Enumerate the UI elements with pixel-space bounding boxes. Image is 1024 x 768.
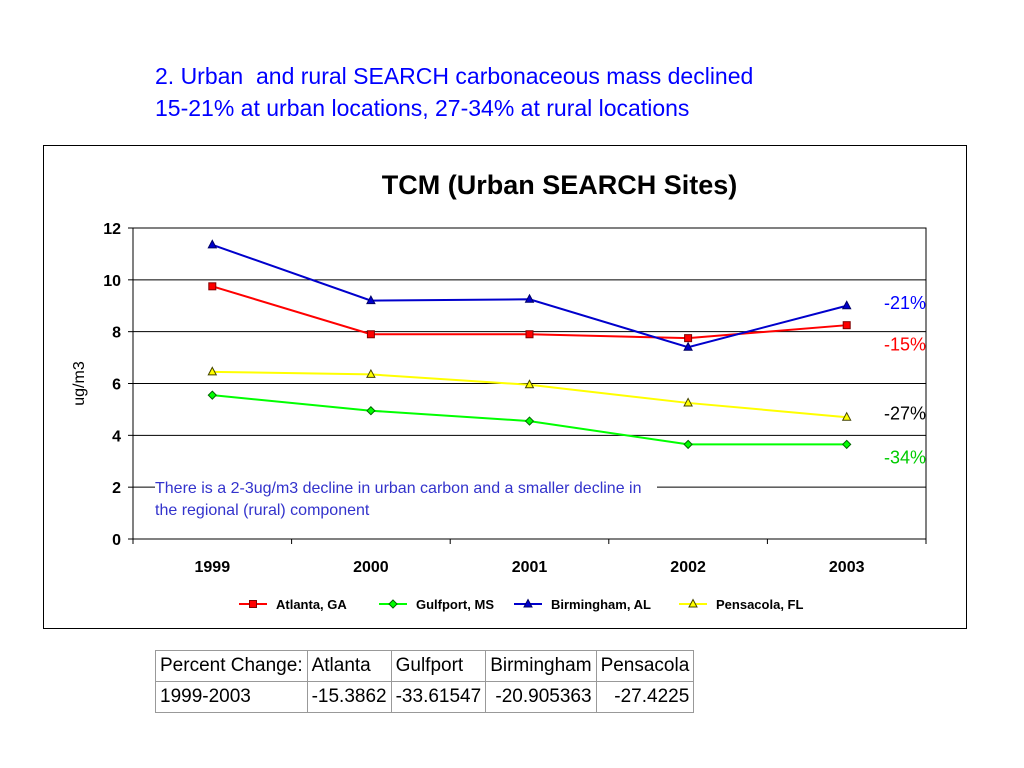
table-row: 1999-2003 -15.3862 -33.61547 -20.905363 … (155, 681, 695, 713)
table-header-cell: Percent Change: (155, 650, 308, 682)
percent-change-table: Percent Change: Atlanta Gulfport Birming… (155, 650, 695, 713)
y-tick-label: 8 (112, 325, 121, 342)
data-point (524, 416, 535, 426)
legend-marker (249, 600, 257, 608)
chart-title: TCM (Urban SEARCH Sites) (382, 170, 738, 200)
table-cell: -33.61547 (390, 681, 487, 713)
y-axis-label: ug/m3 (71, 361, 88, 406)
data-point (683, 397, 693, 407)
data-point (207, 390, 218, 400)
table-cell: -15.3862 (306, 681, 392, 713)
x-tick-label: 2001 (512, 559, 548, 576)
data-point (683, 439, 693, 450)
percent-annotation: -21% (884, 293, 926, 313)
data-point (366, 368, 376, 378)
legend-label: Birmingham, AL (551, 597, 651, 612)
data-point (208, 282, 217, 291)
legend-marker (523, 598, 533, 608)
data-point (524, 293, 535, 303)
table-cell: -20.905363 (485, 681, 597, 713)
legend-label: Pensacola, FL (716, 597, 803, 612)
plot-area (132, 227, 927, 540)
data-point (524, 379, 535, 389)
data-point (366, 406, 376, 416)
percent-annotation: -34% (884, 447, 926, 467)
percent-annotation: -27% (884, 403, 926, 423)
table-header-cell: Birmingham (485, 650, 597, 682)
table-header-cell: Gulfport (390, 650, 487, 682)
data-point (683, 341, 693, 351)
data-point (841, 411, 852, 421)
data-point (841, 439, 852, 450)
data-point (366, 295, 376, 305)
table-cell: 1999-2003 (155, 681, 308, 713)
data-point (525, 330, 534, 339)
x-tick-label: 2002 (670, 559, 706, 576)
data-point (207, 366, 218, 376)
data-point (842, 321, 851, 330)
slide-title-line-2: 15-21% at urban locations, 27-34% at rur… (155, 95, 690, 121)
y-tick-label: 10 (103, 273, 121, 290)
chart-frame: TCM (Urban SEARCH Sites) 0 2 4 6 8 10 12 1999 200… (43, 145, 967, 629)
legend-marker (388, 599, 398, 609)
table-header-cell: Pensacola (595, 650, 695, 682)
series-line (212, 370, 847, 419)
y-tick-label: 0 (112, 532, 121, 549)
table-header-row: Percent Change: Atlanta Gulfport Birming… (155, 650, 695, 682)
data-point (841, 300, 852, 310)
data-point (684, 334, 693, 343)
table-cell: -27.4225 (595, 681, 695, 713)
slide-title-line-1: 2. Urban and rural SEARCH carbonaceous m… (155, 63, 754, 89)
legend-marker (688, 598, 698, 608)
y-tick-label: 12 (103, 221, 121, 238)
y-tick-label: 6 (112, 377, 121, 394)
legend-label: Atlanta, GA (276, 597, 347, 612)
data-point (366, 330, 375, 339)
y-tick-label: 4 (112, 428, 121, 445)
x-tick-label: 2000 (353, 559, 389, 576)
x-tick-label: 1999 (195, 559, 231, 576)
x-tick-label: 2003 (829, 559, 865, 576)
chart-note: There is a 2-3ug/m3 decline in urban car… (155, 478, 657, 522)
table-header-cell: Atlanta (306, 650, 392, 682)
percent-annotation: -15% (884, 335, 926, 355)
legend-label: Gulfport, MS (416, 597, 494, 612)
y-tick-label: 2 (112, 480, 121, 497)
line-chart: TCM (Urban SEARCH Sites) 0 2 4 6 8 10 12 1999 200… (71, 170, 927, 612)
slide-title: 2. Urban and rural SEARCH carbonaceous m… (155, 60, 995, 124)
data-point (207, 239, 218, 249)
